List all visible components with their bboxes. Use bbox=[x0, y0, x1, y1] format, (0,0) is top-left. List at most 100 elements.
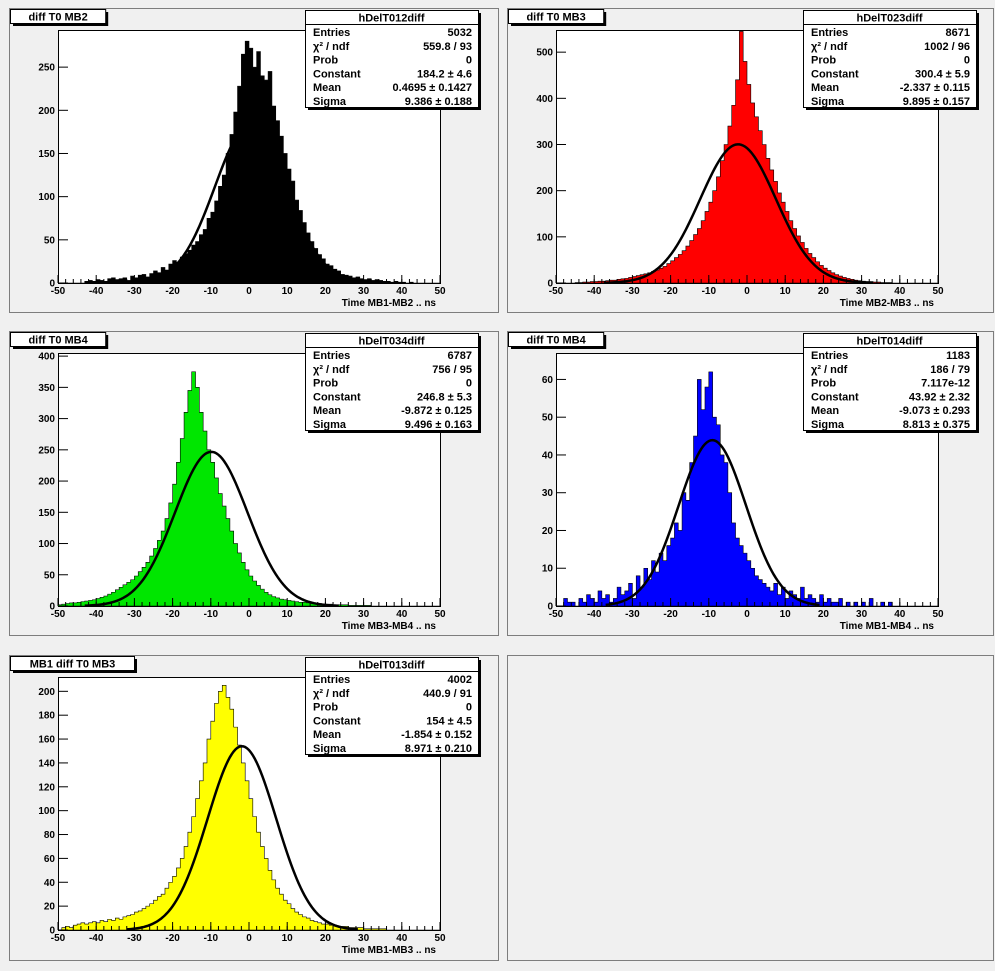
stats-value: 0 bbox=[466, 378, 472, 390]
x-tick-label: -50 bbox=[51, 609, 66, 620]
x-tick-label: -40 bbox=[89, 609, 104, 620]
gaussian-fit-curve bbox=[126, 744, 358, 931]
stats-value: 8.971 ± 0.210 bbox=[405, 743, 472, 755]
stats-value: 5032 bbox=[448, 27, 472, 39]
y-tick-label: 80 bbox=[44, 830, 56, 841]
x-tick-label: 20 bbox=[818, 286, 830, 297]
title-box bbox=[10, 9, 107, 24]
histogram-bars bbox=[58, 40, 440, 284]
title-box bbox=[10, 656, 135, 671]
stats-label: Prob bbox=[811, 55, 836, 67]
gaussian-fit-curve bbox=[128, 122, 374, 284]
stats-box bbox=[305, 333, 479, 431]
x-tick-label: -20 bbox=[165, 609, 180, 620]
stats-value: 246.8 ± 5.3 bbox=[417, 391, 472, 403]
y-tick-label: 0 bbox=[49, 279, 55, 290]
x-tick-label: 10 bbox=[282, 609, 294, 620]
x-tick-label: 50 bbox=[434, 933, 446, 944]
stats-histogram-name: hDelT014diff bbox=[856, 336, 922, 348]
y-tick-label: 30 bbox=[542, 488, 554, 499]
y-tick-label: 100 bbox=[38, 192, 55, 203]
gaussian-fit-curve bbox=[84, 450, 339, 607]
x-axis-title: Time MB2-MB3 .. ns bbox=[840, 298, 935, 309]
x-tick-label: 50 bbox=[932, 609, 944, 620]
x-tick-label: 10 bbox=[780, 609, 792, 620]
x-tick-label: -30 bbox=[625, 609, 640, 620]
stats-value: 186 / 79 bbox=[930, 364, 970, 376]
stats-label: Prob bbox=[313, 702, 338, 714]
stats-value: 9.895 ± 0.157 bbox=[903, 96, 970, 108]
x-tick-label: 0 bbox=[744, 286, 750, 297]
stats-value: -9.073 ± 0.293 bbox=[899, 405, 970, 417]
stats-value: 8671 bbox=[946, 27, 970, 39]
x-tick-label: 30 bbox=[856, 286, 868, 297]
title-box bbox=[508, 332, 605, 347]
y-tick-label: 50 bbox=[44, 235, 56, 246]
y-tick-label: 200 bbox=[536, 186, 553, 197]
x-tick-label: 50 bbox=[932, 286, 944, 297]
pad-1: -50 -40 -30 -20 -10 0 10 20 30 40 50 0 50 100 150 200 25… bbox=[9, 8, 499, 313]
stats-label: Mean bbox=[811, 82, 839, 94]
stats-label: Mean bbox=[313, 405, 341, 417]
x-tick-label: 30 bbox=[358, 286, 370, 297]
stats-value: 0 bbox=[964, 55, 970, 67]
x-tick-label: -30 bbox=[127, 609, 142, 620]
stats-label: Prob bbox=[313, 55, 338, 67]
x-axis-title: Time MB1-MB4 .. ns bbox=[840, 621, 935, 632]
x-tick-label: 50 bbox=[434, 609, 446, 620]
x-tick-label: -30 bbox=[625, 286, 640, 297]
y-tick-label: 250 bbox=[38, 63, 55, 74]
x-axis-title: Time MB1-MB2 .. ns bbox=[342, 298, 437, 309]
y-tick-label: 140 bbox=[38, 758, 55, 769]
y-tick-label: 40 bbox=[542, 450, 554, 461]
histogram-title: diff T0 MB4 bbox=[526, 335, 586, 347]
x-tick-label: -10 bbox=[702, 609, 717, 620]
stats-label: Sigma bbox=[811, 419, 845, 431]
stats-value: 6787 bbox=[448, 350, 472, 362]
stats-label: Constant bbox=[313, 68, 361, 80]
stats-box bbox=[803, 10, 977, 108]
x-tick-label: -50 bbox=[51, 286, 66, 297]
x-tick-label: -10 bbox=[204, 609, 219, 620]
stats-label: Entries bbox=[313, 27, 350, 39]
empty-pad bbox=[507, 655, 994, 961]
x-tick-label: 0 bbox=[246, 609, 252, 620]
title-box bbox=[508, 9, 605, 24]
x-tick-label: -50 bbox=[51, 933, 66, 944]
stats-histogram-name: hDelT023diff bbox=[856, 13, 922, 25]
gaussian-fit-curve bbox=[603, 143, 874, 285]
x-tick-label: -10 bbox=[204, 286, 219, 297]
histogram-bars bbox=[57, 371, 440, 607]
stats-label: Constant bbox=[313, 391, 361, 403]
stats-label: Mean bbox=[313, 729, 341, 741]
x-tick-label: 0 bbox=[246, 286, 252, 297]
x-tick-label: -20 bbox=[663, 286, 678, 297]
x-tick-label: -10 bbox=[702, 286, 717, 297]
stats-value: 8.813 ± 0.375 bbox=[903, 419, 970, 431]
x-tick-label: 40 bbox=[396, 286, 408, 297]
y-tick-label: 500 bbox=[536, 48, 553, 59]
y-tick-label: 200 bbox=[38, 477, 55, 488]
stats-label: Entries bbox=[313, 674, 350, 686]
y-tick-label: 40 bbox=[44, 878, 56, 889]
y-tick-label: 200 bbox=[38, 106, 55, 117]
pad-5: -50 -40 -30 -20 -10 0 10 20 30 40 50 0 20 40 60 80 100 12… bbox=[9, 655, 499, 961]
x-tick-label: 20 bbox=[320, 933, 332, 944]
gaussian-fit-curve bbox=[605, 438, 820, 607]
histogram-title: MB1 diff T0 MB3 bbox=[30, 659, 116, 671]
x-tick-label: -40 bbox=[89, 933, 104, 944]
x-axis-title: Time MB3-MB4 .. ns bbox=[342, 621, 437, 632]
stats-value: 9.496 ± 0.163 bbox=[405, 419, 472, 431]
x-tick-label: 20 bbox=[320, 286, 332, 297]
stats-value: 4002 bbox=[448, 674, 472, 686]
y-tick-label: 50 bbox=[44, 570, 56, 581]
stats-label: Constant bbox=[811, 391, 859, 403]
pad-2: -50 -40 -30 -20 -10 0 10 20 30 40 5001002003004005… bbox=[507, 8, 994, 313]
stats-value: 184.2 ± 4.6 bbox=[417, 68, 472, 80]
histogram-bars bbox=[58, 685, 440, 931]
stats-value: -9.872 ± 0.125 bbox=[401, 405, 472, 417]
histogram-title: diff T0 MB3 bbox=[526, 12, 585, 24]
x-axis-title: Time MB1-MB3 .. ns bbox=[342, 945, 437, 956]
x-tick-label: 20 bbox=[818, 609, 830, 620]
